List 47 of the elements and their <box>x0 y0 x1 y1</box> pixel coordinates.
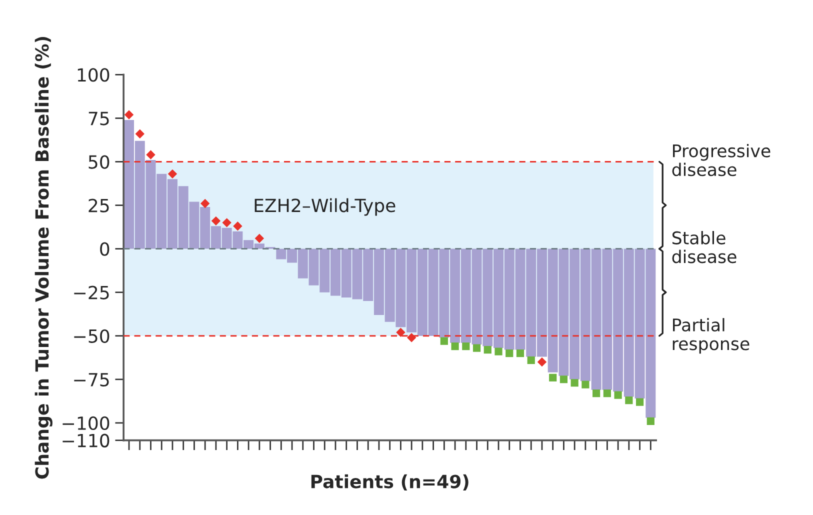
point <box>254 234 264 243</box>
point <box>603 390 611 398</box>
point <box>396 328 406 337</box>
point <box>233 222 242 231</box>
y-tick-label: −75 <box>74 373 109 386</box>
y-axis-title: Change in Tumor Volume From Baseline (%) <box>34 36 52 479</box>
point <box>211 216 221 226</box>
point <box>614 391 622 399</box>
y-tick-label: 100 <box>78 68 110 82</box>
point <box>625 396 633 404</box>
y-tick-label: −100 <box>62 416 110 430</box>
point <box>146 150 156 160</box>
point <box>124 110 134 120</box>
point <box>200 198 210 208</box>
point <box>135 129 144 138</box>
point <box>549 374 557 382</box>
point <box>494 348 502 356</box>
point <box>570 379 578 387</box>
point <box>646 417 654 425</box>
point <box>462 342 470 350</box>
point <box>592 390 600 398</box>
band-label: EZH2–Wild-Type <box>254 198 396 216</box>
point <box>222 218 232 228</box>
point <box>560 376 568 384</box>
ref-line-label: Partial response <box>672 318 750 354</box>
y-tick-label: 25 <box>88 198 109 212</box>
point <box>636 398 644 406</box>
point <box>516 349 524 358</box>
y-tick-label: 0 <box>100 242 110 256</box>
point <box>406 332 416 342</box>
y-tick-label: 75 <box>88 112 109 126</box>
x-axis-title: Patients (n=49) <box>311 474 468 490</box>
point <box>440 337 448 345</box>
point <box>582 380 590 388</box>
y-tick-label: −25 <box>74 286 109 300</box>
point <box>484 346 492 354</box>
point <box>472 344 481 352</box>
y-tick-label: −110 <box>62 434 110 448</box>
y-tick-label: 50 <box>88 155 110 169</box>
point <box>527 356 535 364</box>
ref-line-label: Progressive disease <box>672 144 770 176</box>
point <box>537 357 547 367</box>
point <box>506 349 514 358</box>
y-tick-label: −50 <box>74 329 110 343</box>
point <box>451 342 459 350</box>
ref-line-label: Stable disease <box>672 231 736 264</box>
point <box>168 169 178 179</box>
